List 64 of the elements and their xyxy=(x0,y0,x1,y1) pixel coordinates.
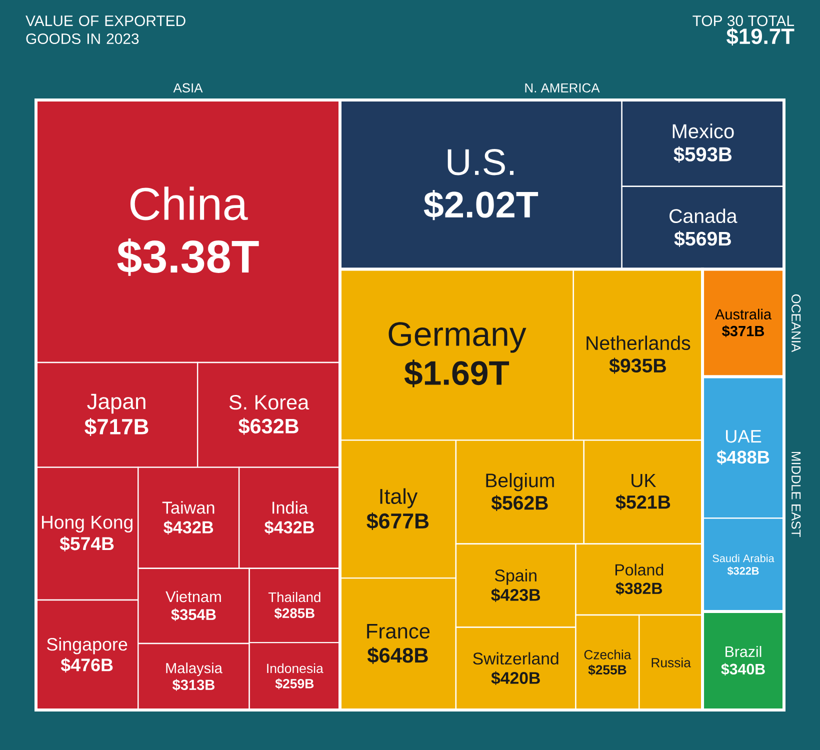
series-label: N. AMERICA xyxy=(525,83,600,92)
category-label: Vietnam xyxy=(166,590,221,602)
data-label: $648B xyxy=(367,646,428,664)
category-label: Switzerland xyxy=(473,652,558,665)
category-label: Singapore xyxy=(47,638,128,654)
category-label: Thailand xyxy=(268,592,320,602)
category-label: Czechia xyxy=(584,650,632,660)
data-label: $1.69T xyxy=(404,360,510,388)
category-label: Canada xyxy=(670,208,738,224)
data-label: $382B xyxy=(616,582,662,596)
category-label: UK xyxy=(632,474,656,488)
data-label: $432B xyxy=(164,520,214,534)
category-label: Brazil xyxy=(726,646,762,658)
category-label: Germany xyxy=(388,322,526,353)
category-label: Belgium xyxy=(486,473,554,492)
data-label: $593B xyxy=(674,146,732,163)
data-label: $322B xyxy=(727,566,759,576)
text: MIDDLE EAST xyxy=(792,452,801,537)
data-label: $432B xyxy=(264,520,314,534)
category-label: Japan xyxy=(87,394,146,414)
text: $19.7T xyxy=(726,28,794,46)
data-label: $255B xyxy=(588,664,626,676)
data-label: $488B xyxy=(716,450,770,465)
category-label: France xyxy=(367,624,430,639)
category-label: UAE xyxy=(726,430,762,443)
data-label: $259B xyxy=(275,678,314,690)
data-label: $677B xyxy=(366,512,429,530)
data-label: $521B xyxy=(616,494,670,510)
category-label: Spain xyxy=(494,569,536,585)
category-label: Russia xyxy=(652,658,691,668)
data-label: $632B xyxy=(238,418,298,435)
category-label: S. Korea xyxy=(229,394,310,410)
category-label: Italy xyxy=(380,488,418,508)
data-label: $420B xyxy=(491,671,540,686)
category-label: Hong Kong xyxy=(42,516,132,532)
data-label: $2.02T xyxy=(424,190,538,220)
data-label: $3.38T xyxy=(117,238,259,276)
text: OCEANIA xyxy=(792,294,801,352)
category-label: Mexico xyxy=(672,124,734,138)
data-label: $285B xyxy=(274,608,314,619)
text: TOP 30 TOTAL xyxy=(692,16,794,26)
category-label: Poland xyxy=(615,564,664,576)
category-label: China xyxy=(130,186,248,220)
category-label: Taiwan xyxy=(162,501,214,514)
data-label: $935B xyxy=(609,358,666,374)
category-label: Indonesia xyxy=(267,663,324,674)
category-label: Netherlands xyxy=(586,336,690,350)
series-label: ASIA xyxy=(173,83,203,92)
category-label: India xyxy=(272,501,308,514)
category-label: Australia xyxy=(714,308,772,320)
category-label: Malaysia xyxy=(166,662,222,676)
data-label: $423B xyxy=(491,588,540,602)
data-label: $354B xyxy=(171,608,216,622)
category-label: Saudi Arabia xyxy=(712,554,774,562)
data-label: $476B xyxy=(60,658,113,672)
data-label: $574B xyxy=(60,536,114,552)
data-label: $562B xyxy=(491,495,548,512)
text: VALUE OF EXPORTED GOODS IN 2023 xyxy=(26,16,186,44)
data-label: $569B xyxy=(674,230,731,247)
data-label: $313B xyxy=(172,679,214,691)
category-label: U.S. xyxy=(448,149,514,176)
data-label: $717B xyxy=(84,418,148,436)
data-label: $340B xyxy=(721,663,765,676)
data-label: $371B xyxy=(722,325,764,338)
